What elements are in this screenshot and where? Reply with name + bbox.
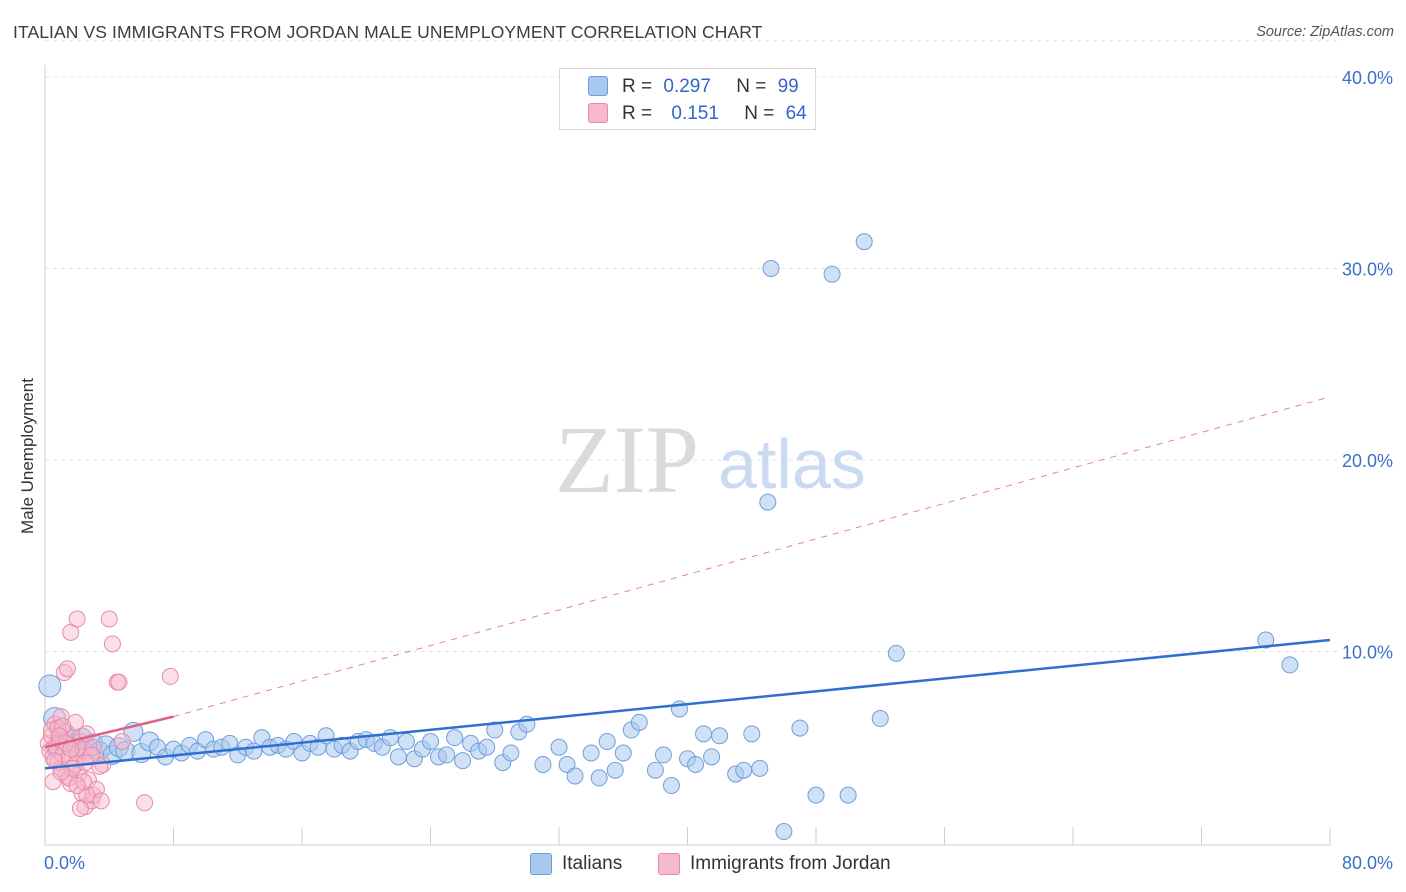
point-italians [887, 644, 905, 662]
point-italians [703, 748, 721, 766]
legend-text-italians: R = 0.297 N = 99 [622, 75, 799, 99]
point-italians [654, 746, 672, 764]
point-jordan [113, 733, 131, 751]
point-italians [590, 769, 608, 787]
point-italians [775, 823, 793, 841]
point-jordan [71, 800, 89, 818]
y-tick-label: 10.0% [1342, 643, 1393, 663]
point-italians [759, 493, 777, 511]
point-italians [662, 777, 680, 795]
point-italians [646, 761, 664, 779]
point-italians [486, 721, 504, 739]
point-italians [438, 746, 456, 764]
trend-line-jordan-extrapolated [173, 396, 1331, 718]
point-italians [422, 733, 439, 751]
point-jordan [68, 777, 86, 795]
y-tick-label: 30.0% [1342, 260, 1393, 280]
tick-labels: 10.0% 20.0% 30.0% 40.0% 0.0% 80.0% [44, 68, 1393, 873]
point-jordan [100, 610, 118, 628]
trend-line-italians [44, 638, 1331, 770]
point-italians [871, 710, 889, 728]
point-italians [566, 767, 584, 785]
point-italians [534, 755, 552, 773]
point-italians [687, 755, 705, 773]
r-label: R = [622, 103, 653, 124]
point-italians [743, 725, 761, 743]
trend-line-jordan [44, 715, 174, 749]
n-label: N = [744, 103, 775, 124]
point-jordan [136, 794, 154, 812]
legend-swatch-jordan [588, 103, 608, 123]
y-tick-label: 20.0% [1342, 451, 1393, 471]
point-italians [502, 744, 520, 762]
point-jordan [110, 673, 128, 691]
point-italians [446, 729, 464, 747]
point-italians [839, 786, 857, 804]
point-italians [1281, 656, 1299, 674]
point-italians [695, 725, 713, 743]
point-italians [807, 786, 825, 804]
n-value-italians: 99 [777, 76, 799, 97]
gridlines [45, 40, 1338, 652]
point-italians [558, 755, 576, 773]
chart-title: ITALIAN VS IMMIGRANTS FROM JORDAN MALE U… [13, 22, 763, 42]
series-italians [38, 233, 1299, 841]
point-italians [1257, 631, 1275, 649]
point-italians [606, 761, 624, 779]
correlation-legend: R = 0.297 N = 99 R = 0.151 N = 64 [559, 68, 816, 130]
point-italians [855, 233, 873, 251]
point-italians [614, 744, 632, 762]
trend-lines [44, 396, 1331, 770]
point-italians [630, 713, 648, 731]
point-italians [598, 733, 616, 751]
legend-swatch-italians [588, 76, 608, 96]
r-label: R = [622, 76, 653, 97]
point-italians [478, 738, 496, 756]
point-italians [751, 759, 769, 777]
x-tick-label-min: 0.0% [44, 853, 85, 873]
n-label: N = [736, 76, 767, 97]
point-jordan [68, 610, 86, 628]
point-italians [582, 744, 600, 762]
point-jordan [92, 792, 110, 810]
r-value-jordan: 0.151 [671, 103, 719, 124]
point-italians [38, 674, 62, 698]
point-jordan [103, 635, 121, 653]
point-italians [735, 761, 753, 779]
point-jordan [161, 667, 179, 685]
watermark-zip: ZIP [555, 406, 699, 513]
point-jordan [58, 660, 76, 678]
legend-swatch-jordan [658, 853, 680, 875]
legend-label-jordan: Immigrants from Jordan [690, 853, 891, 874]
point-italians [397, 733, 415, 751]
legend-text-jordan: R = 0.151 N = 64 [622, 102, 807, 126]
point-italians [823, 265, 841, 283]
point-jordan [54, 717, 72, 735]
point-italians [711, 727, 729, 745]
point-italians [454, 752, 472, 770]
watermark-atlas: atlas [718, 425, 866, 503]
point-italians [791, 719, 809, 737]
y-tick-label: 40.0% [1342, 68, 1393, 88]
point-italians [762, 260, 780, 277]
r-value-italians: 0.297 [663, 76, 711, 97]
series-jordan [39, 610, 179, 818]
x-tick-label-max: 80.0% [1342, 853, 1393, 873]
point-italians [221, 734, 239, 752]
legend-swatch-italians [530, 853, 552, 875]
point-jordan [67, 713, 85, 731]
source-credit: Source: ZipAtlas.com [1256, 24, 1394, 40]
point-italians [550, 738, 568, 756]
legend-label-italians: Italians [562, 853, 623, 874]
point-italians [389, 748, 407, 766]
n-value-jordan: 64 [785, 103, 807, 124]
